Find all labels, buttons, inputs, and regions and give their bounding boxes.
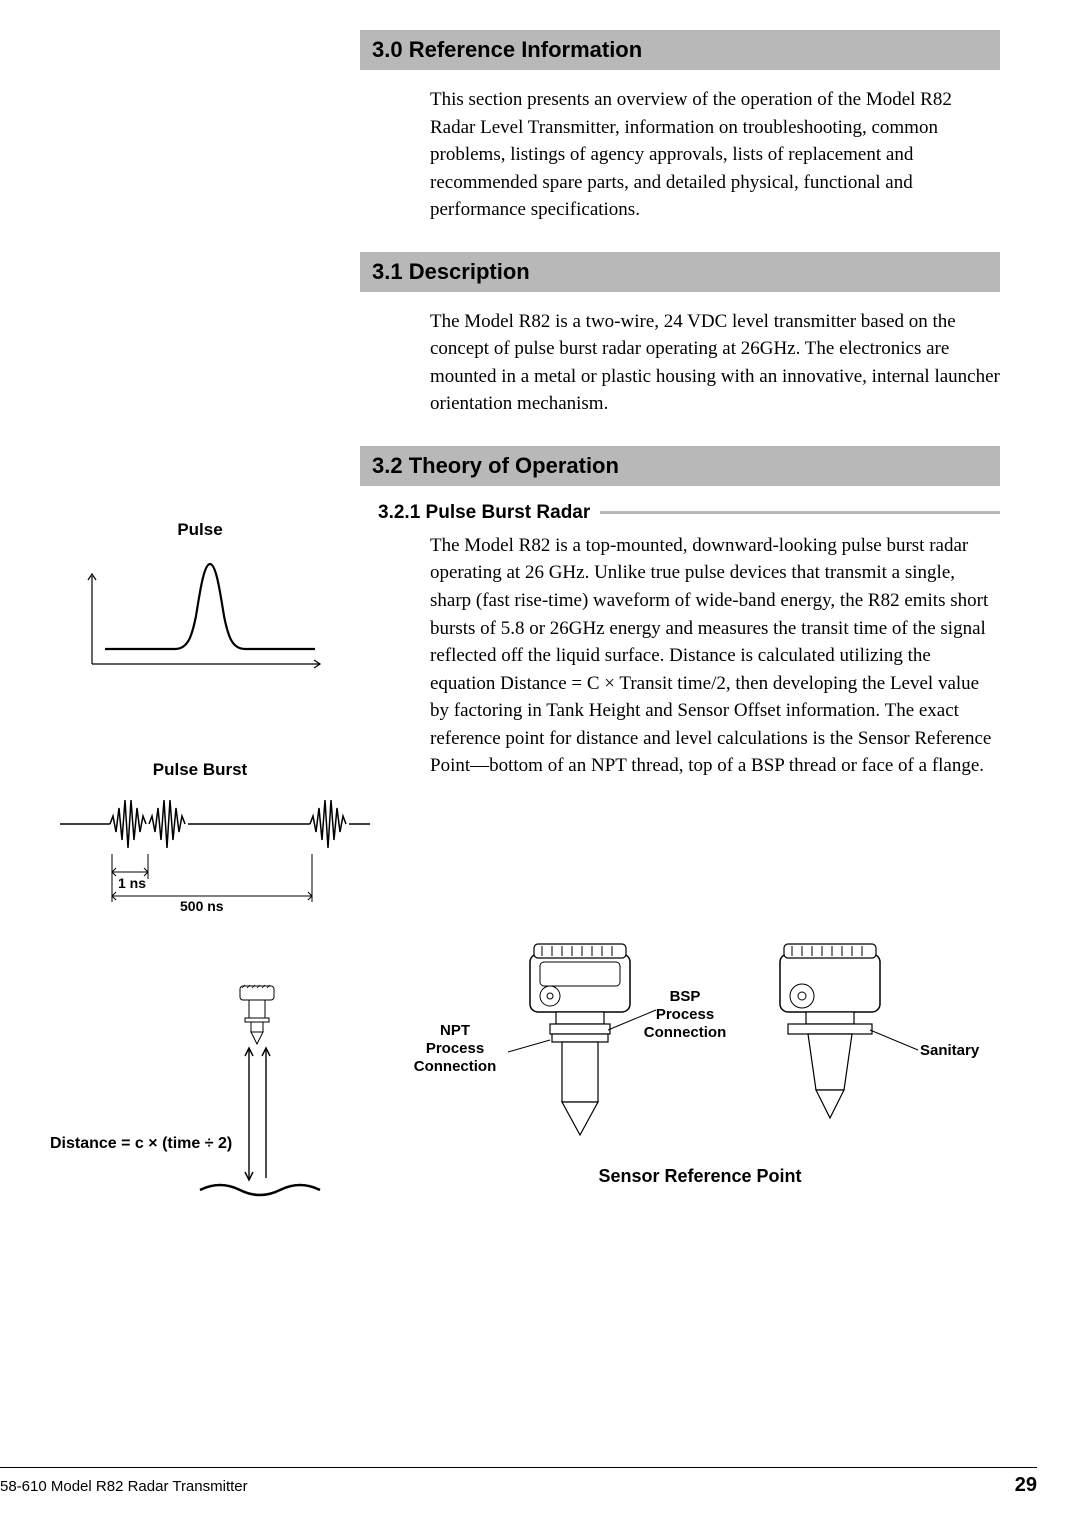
sanitary-callout: Sanitary — [920, 1042, 979, 1060]
subheading-3-2-1-row: 3.2.1 Pulse Burst Radar — [378, 502, 1000, 524]
section-header-3-0: 3.0 Reference Information — [360, 30, 1000, 70]
transmitter-sanitary-icon — [730, 940, 930, 1160]
pulse-diagram — [70, 546, 330, 676]
page-footer: 58-610 Model R82 Radar Transmitter 29 — [0, 1467, 1037, 1497]
footer-page: 29 — [1015, 1474, 1037, 1497]
section-header-3-2: 3.2 Theory of Operation — [360, 446, 1000, 486]
transmitter-npt-bsp-icon — [480, 940, 680, 1160]
sensor-reference-title: Sensor Reference Point — [500, 1166, 900, 1187]
pulseburst-label: Pulse Burst — [50, 760, 350, 780]
subheading-rule — [600, 511, 1000, 514]
npt-callout: NPT Process Connection — [400, 1022, 510, 1076]
pulseburst-500ns: 500 ns — [180, 898, 224, 914]
pulse-label: Pulse — [50, 520, 350, 540]
distance-diagram — [50, 980, 370, 1210]
distance-formula: Distance = c × (time ÷ 2) — [50, 1135, 232, 1153]
sensor-reference-figure: NPT Process Connection BSP Process Conne… — [400, 940, 1040, 1230]
footer-doc: 58-610 Model R82 Radar Transmitter — [0, 1478, 248, 1495]
body-3-0: This section presents an overview of the… — [360, 86, 1000, 224]
body-3-2-1: The Model R82 is a top-mounted, downward… — [360, 532, 1000, 780]
body-3-1: The Model R82 is a two-wire, 24 VDC leve… — [360, 308, 1000, 418]
pulseburst-1ns: 1 ns — [118, 875, 146, 891]
section-header-3-1: 3.1 Description — [360, 252, 1000, 292]
bsp-callout: BSP Process Connection — [630, 988, 740, 1042]
subheading-3-2-1: 3.2.1 Pulse Burst Radar — [378, 502, 590, 524]
